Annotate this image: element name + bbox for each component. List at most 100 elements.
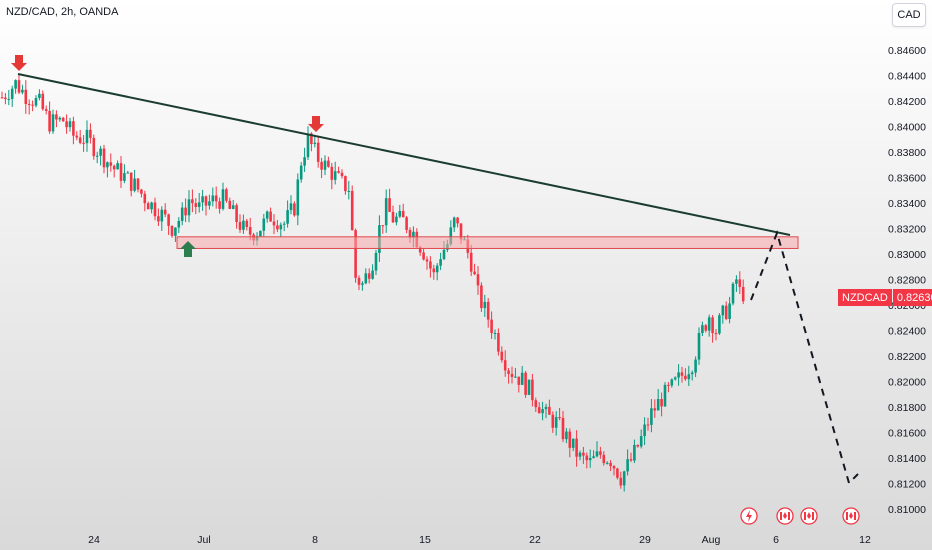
canada-event-flag-icon[interactable]: [800, 507, 818, 525]
candle-body: [690, 372, 694, 375]
candle-body: [643, 424, 646, 437]
candle-body: [636, 444, 640, 447]
candle-body: [333, 171, 337, 180]
candle-body: [565, 431, 568, 440]
candle-body: [4, 97, 7, 100]
price-tick-label: 0.81000: [888, 504, 926, 516]
candle-body: [514, 376, 517, 378]
candle-body: [735, 279, 738, 284]
candle-body: [408, 229, 412, 238]
price-tick-label: 0.84400: [888, 71, 926, 83]
candle-body: [667, 384, 670, 386]
candle-body: [218, 201, 221, 209]
candle-body: [388, 198, 391, 212]
candle-body: [204, 196, 208, 206]
candle-body: [106, 162, 109, 168]
economic-event-flash-icon[interactable]: [740, 507, 758, 525]
candle-body: [51, 114, 55, 132]
time-tick-label: 29: [639, 534, 651, 546]
time-tick-label: Aug: [702, 534, 721, 546]
price-tick-label: 0.84000: [888, 122, 926, 134]
currency-button[interactable]: CAD: [892, 3, 926, 27]
candle-body: [626, 459, 629, 472]
candle-body: [507, 370, 510, 374]
candle-body: [599, 451, 602, 455]
candle-body: [72, 121, 75, 136]
candle-body: [306, 133, 310, 158]
candle-body: [575, 438, 578, 457]
price-tick-label: 0.82000: [888, 377, 926, 389]
candle-body: [588, 458, 592, 461]
candle-body: [401, 210, 405, 218]
time-axis[interactable]: 24 Jul 8 15 22 29 Aug 6 12: [88, 534, 871, 546]
candle-body: [429, 261, 432, 269]
candle-body: [65, 121, 68, 128]
candle-body: [405, 217, 408, 230]
candle-body: [10, 88, 14, 99]
candle-body: [395, 216, 398, 223]
candle-body: [7, 98, 11, 100]
candle-body: [673, 377, 677, 380]
candle-body: [486, 301, 490, 320]
candle-body: [367, 273, 371, 279]
candle-body: [310, 133, 313, 145]
candle-body: [660, 399, 663, 407]
event-icons[interactable]: [740, 507, 860, 525]
candle-body: [639, 436, 643, 447]
candle-body: [384, 198, 388, 226]
price-tick-label: 0.84200: [888, 96, 926, 108]
candle-body: [578, 452, 582, 457]
price-tick-label: 0.83800: [888, 147, 926, 159]
candle-body: [337, 171, 340, 173]
candle-body: [282, 223, 286, 225]
candle-body: [323, 160, 327, 170]
price-tag-symbol: NZDCAD: [838, 289, 892, 306]
time-tick-label: 22: [529, 534, 541, 546]
candle-body: [197, 202, 201, 207]
candle-body: [21, 89, 24, 93]
candle-body: [605, 462, 609, 464]
candle-body: [262, 218, 266, 231]
candle-body: [469, 252, 473, 272]
candle-body: [544, 406, 548, 410]
candle-body: [490, 319, 493, 334]
candle-body: [211, 195, 215, 202]
price-axis[interactable]: 0.84600 0.84400 0.84200 0.84000 0.83800 0.836…: [888, 45, 926, 516]
candle-body: [435, 265, 439, 273]
candle-body: [153, 202, 157, 217]
candle-body: [289, 203, 293, 211]
candle-body: [157, 216, 160, 222]
time-tick-label: 24: [88, 534, 100, 546]
candle-body: [344, 176, 347, 192]
candle-body: [687, 374, 691, 380]
candle-body: [452, 217, 456, 228]
candle-body: [602, 454, 606, 464]
candle-body: [422, 252, 425, 260]
candle-body: [269, 211, 272, 222]
candle-body: [497, 332, 500, 352]
price-tick-label: 0.82400: [888, 326, 926, 338]
price-tag-value: 0.82630: [892, 289, 932, 306]
candle-body: [133, 178, 136, 191]
candle-body: [449, 227, 453, 244]
candle-body: [0, 97, 4, 99]
candle-body: [650, 408, 653, 425]
candle-body: [500, 351, 504, 361]
drawing-overlays[interactable]: [11, 55, 859, 485]
candle-body: [551, 414, 555, 428]
candle-body: [364, 273, 368, 284]
candle-body: [265, 211, 269, 219]
canada-event-flag-icon[interactable]: [776, 507, 794, 525]
candle-body: [48, 110, 51, 132]
candle-body: [418, 247, 422, 253]
support-resistance-zone: [176, 236, 799, 249]
candle-body: [279, 224, 283, 230]
time-tick-label: 8: [312, 534, 318, 546]
symbol-title[interactable]: NZD/CAD, 2h, OANDA: [6, 6, 119, 18]
candle-body: [558, 417, 561, 419]
candle-body: [697, 333, 701, 360]
price-tick-label: 0.81800: [888, 402, 926, 414]
canada-event-flag-icon[interactable]: [842, 507, 860, 525]
